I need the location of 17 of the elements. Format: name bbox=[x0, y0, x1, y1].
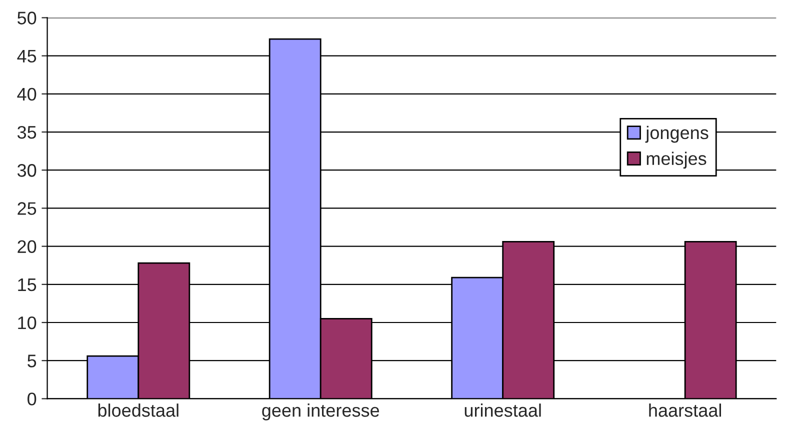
y-tick-label: 25 bbox=[18, 202, 36, 215]
x-tick-label: bloedstaal bbox=[98, 404, 178, 417]
x-tick-label: urinestaal bbox=[464, 404, 541, 417]
y-tick-label: 0 bbox=[28, 392, 36, 406]
y-tick-label: 5 bbox=[28, 354, 36, 368]
y-tick-label: 20 bbox=[18, 240, 36, 254]
x-tick-label: haarstaal bbox=[649, 404, 721, 417]
y-tick-label: 35 bbox=[17, 126, 36, 139]
y-tick-label: 40 bbox=[17, 88, 36, 101]
y-tick-label: 10 bbox=[18, 316, 36, 330]
y-tick-label: 30 bbox=[17, 164, 36, 177]
legend-label: jongens bbox=[645, 126, 708, 143]
y-tick-label: 45 bbox=[17, 50, 36, 63]
y-tick-label: 15 bbox=[18, 278, 36, 292]
x-tick-label: geen interesse bbox=[262, 404, 380, 420]
legend-label: meisjes bbox=[646, 152, 706, 169]
y-tick-label: 50 bbox=[18, 12, 36, 24]
